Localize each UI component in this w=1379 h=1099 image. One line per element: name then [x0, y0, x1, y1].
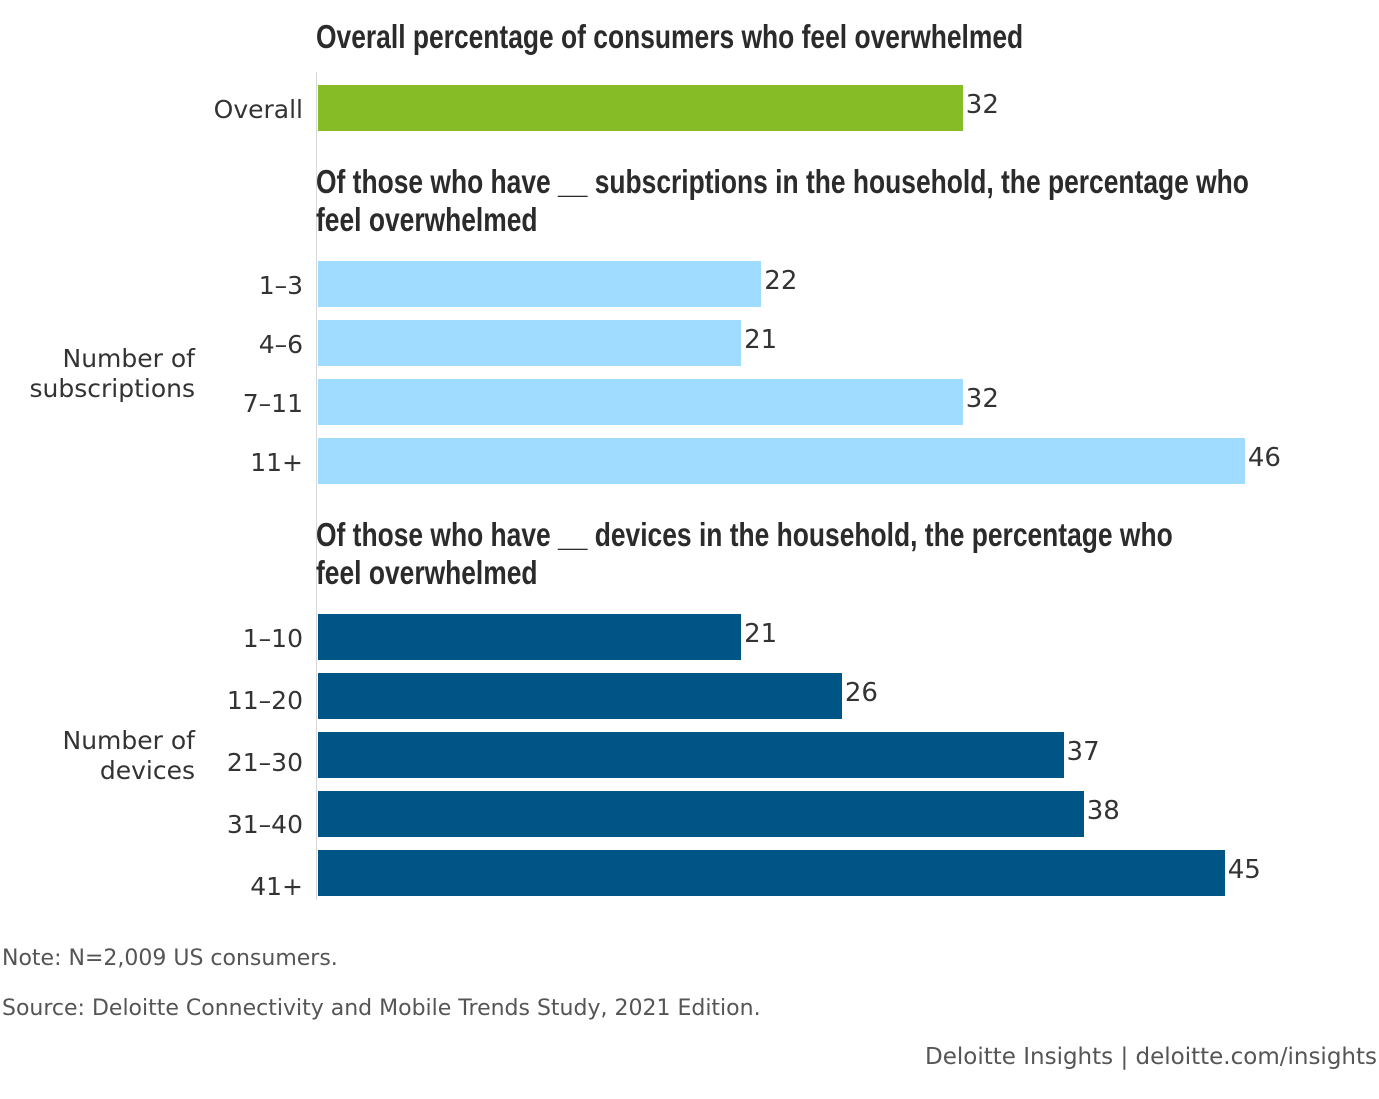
data-label: 38	[1086, 796, 1120, 826]
bar	[318, 379, 963, 425]
bar	[318, 320, 742, 366]
bar	[318, 791, 1084, 837]
bar	[318, 438, 1245, 484]
category-label: 11+	[250, 448, 303, 477]
category-label: 21–30	[226, 748, 303, 777]
y-axis-line	[316, 72, 317, 900]
bar	[318, 261, 762, 307]
section-title: Of those who have __ devices in the hous…	[316, 516, 1173, 591]
group-label: Number of subscriptions	[29, 344, 195, 403]
footer-credit: Deloitte Insights | deloitte.com/insight…	[925, 1044, 1377, 1070]
data-label: 26	[844, 678, 878, 708]
data-label: 21	[744, 325, 778, 355]
data-label: 46	[1247, 443, 1281, 473]
data-label: 21	[744, 619, 778, 649]
category-label: Overall	[213, 95, 303, 124]
bar	[318, 673, 842, 719]
data-label: 45	[1227, 855, 1261, 885]
category-label: 7–11	[242, 389, 303, 418]
bar	[318, 85, 963, 131]
category-label: 11–20	[226, 686, 303, 715]
note: Note: N=2,009 US consumers.	[2, 946, 338, 971]
section-title: Of those who have __ subscriptions in th…	[316, 163, 1249, 238]
bar	[318, 850, 1225, 896]
category-label: 4–6	[258, 330, 303, 359]
category-label: 41+	[250, 872, 303, 901]
section-title: Overall percentage of consumers who feel…	[316, 18, 1024, 55]
bar	[318, 614, 742, 660]
source: Source: Deloitte Connectivity and Mobile…	[2, 996, 761, 1021]
data-label: 32	[965, 90, 999, 120]
group-label: Number of devices	[62, 726, 195, 785]
bar	[318, 732, 1064, 778]
data-label: 32	[965, 384, 999, 414]
data-label: 22	[764, 266, 798, 296]
data-label: 37	[1066, 737, 1100, 767]
category-label: 1–3	[258, 271, 303, 300]
category-label: 1–10	[242, 624, 303, 653]
category-label: 31–40	[226, 810, 303, 839]
